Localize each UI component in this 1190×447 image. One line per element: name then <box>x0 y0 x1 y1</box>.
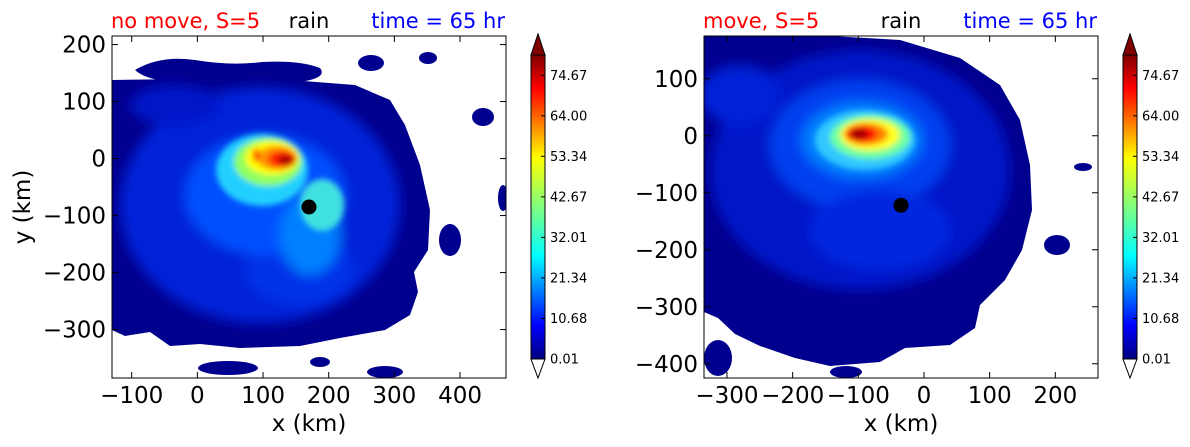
right-axes-frame <box>703 35 1099 379</box>
left-colorbar-extend-max <box>530 32 546 56</box>
left-blob-4 <box>439 224 461 256</box>
right-xlabel: x (km) <box>864 411 939 437</box>
right-blob-4 <box>830 366 862 378</box>
left-rain-core <box>216 134 344 231</box>
left-title-right: time = 65 hr <box>371 9 505 33</box>
left-blob-5 <box>498 185 506 211</box>
right-title-right: time = 65 hr <box>963 9 1097 33</box>
right-xtick-label: −200 <box>761 383 824 409</box>
left-colorbar-tick-label: 53.34 <box>550 150 587 165</box>
left-ticks: −100 0 100 200 300 400 −300 −200 −100 0 100 200 <box>43 33 506 409</box>
right-title-left: move, S=5 <box>703 9 819 33</box>
right-xtick-label: −300 <box>695 383 758 409</box>
right-colorbar-tick-label: 32.01 <box>1142 231 1179 246</box>
left-ytick-label: 200 <box>62 33 106 59</box>
left-xtick-label: 100 <box>241 383 285 409</box>
left-rain-field <box>112 52 506 378</box>
right-colorbar-tick-label: 74.67 <box>1142 69 1179 84</box>
right-ytick-label: −300 <box>635 295 698 321</box>
left-blob-1 <box>358 55 384 71</box>
left-ylabel: y (km) <box>10 170 36 245</box>
left-ytick-label: 0 <box>91 147 106 173</box>
right-storm-center-dot <box>893 197 909 213</box>
left-ytick-label: 100 <box>62 90 106 116</box>
right-rain-core <box>815 110 915 170</box>
left-colorbar-ticks: 74.67 64.00 53.34 42.67 32.01 21.34 10.68 0.01 <box>541 69 587 368</box>
left-panel: no move, S=5 rain time = 65 hr <box>10 9 587 437</box>
right-colorbar-extend-min <box>1122 358 1138 380</box>
left-xlabel: x (km) <box>272 411 347 437</box>
right-title-center: rain <box>881 9 922 33</box>
left-blob-6 <box>198 361 258 375</box>
left-ytick-label: −100 <box>43 204 106 230</box>
left-colorbar-extend-min <box>530 358 546 380</box>
left-field-top-blobs <box>135 58 322 83</box>
right-colorbar-bar <box>1122 54 1138 360</box>
right-ytick-label: 0 <box>683 124 698 150</box>
right-colorbar-tick-label: 0.01 <box>1142 353 1171 368</box>
right-colorbar-tick-label: 10.68 <box>1142 312 1179 327</box>
left-blob-8 <box>310 357 330 367</box>
right-colorbar-tick-label: 64.00 <box>1142 109 1179 124</box>
right-colorbar-tick-label: 21.34 <box>1142 271 1179 286</box>
left-storm-center-dot <box>301 199 317 215</box>
left-colorbar-bar <box>530 54 546 360</box>
left-xtick-label: 200 <box>307 383 351 409</box>
right-xtick-label: 200 <box>1033 383 1077 409</box>
left-axes-frame <box>111 35 507 379</box>
right-ytick-label: −200 <box>635 238 698 264</box>
left-title-left: no move, S=5 <box>111 9 260 33</box>
right-panel: move, S=5 rain time = 65 hr <box>635 9 1179 437</box>
right-center-marker <box>893 197 909 213</box>
right-ytick-label: −100 <box>635 181 698 207</box>
left-colorbar-tick-label: 32.01 <box>550 231 587 246</box>
left-center-marker <box>301 199 317 215</box>
right-colorbar-extend-max <box>1122 32 1138 56</box>
left-colorbar-tick-label: 10.68 <box>550 312 587 327</box>
left-colorbar-tick-label: 42.67 <box>550 190 587 205</box>
left-colorbar-tick-label: 0.01 <box>550 353 579 368</box>
left-colorbar-tick-label: 64.00 <box>550 109 587 124</box>
left-colorbar-tick-label: 21.34 <box>550 271 587 286</box>
right-ytick-label: 100 <box>654 67 698 93</box>
left-title-center: rain <box>289 9 330 33</box>
right-xtick-label: −100 <box>827 383 890 409</box>
right-ytick-label: −400 <box>635 352 698 378</box>
right-blob-1 <box>704 340 732 376</box>
right-colorbar-ticks: 74.67 64.00 53.34 42.67 32.01 21.34 10.68 0.01 <box>1133 69 1179 368</box>
left-xtick-label: 0 <box>190 383 205 409</box>
right-colorbar: 74.67 64.00 53.34 42.67 32.01 21.34 10.68 0.01 <box>1122 32 1179 380</box>
right-xtick-label: 100 <box>968 383 1012 409</box>
left-blob-7 <box>367 366 403 378</box>
left-xtick-label: 300 <box>372 383 416 409</box>
left-xtick-label: 400 <box>438 383 482 409</box>
left-ytick-label: −200 <box>43 261 106 287</box>
right-colorbar-tick-label: 42.67 <box>1142 190 1179 205</box>
left-colorbar: 74.67 64.00 53.34 42.67 32.01 21.34 10.68 0.01 <box>530 32 587 380</box>
right-blob-3 <box>1074 163 1092 171</box>
left-blob-3 <box>472 108 494 126</box>
right-colorbar-tick-label: 53.34 <box>1142 150 1179 165</box>
left-colorbar-tick-label: 74.67 <box>550 69 587 84</box>
left-blob-2 <box>419 52 437 64</box>
right-rain-field <box>704 36 1092 378</box>
left-ytick-label: −300 <box>43 318 106 344</box>
left-xtick-label: −100 <box>100 383 163 409</box>
right-blob-2 <box>1044 235 1070 255</box>
right-xtick-label: 0 <box>917 383 932 409</box>
